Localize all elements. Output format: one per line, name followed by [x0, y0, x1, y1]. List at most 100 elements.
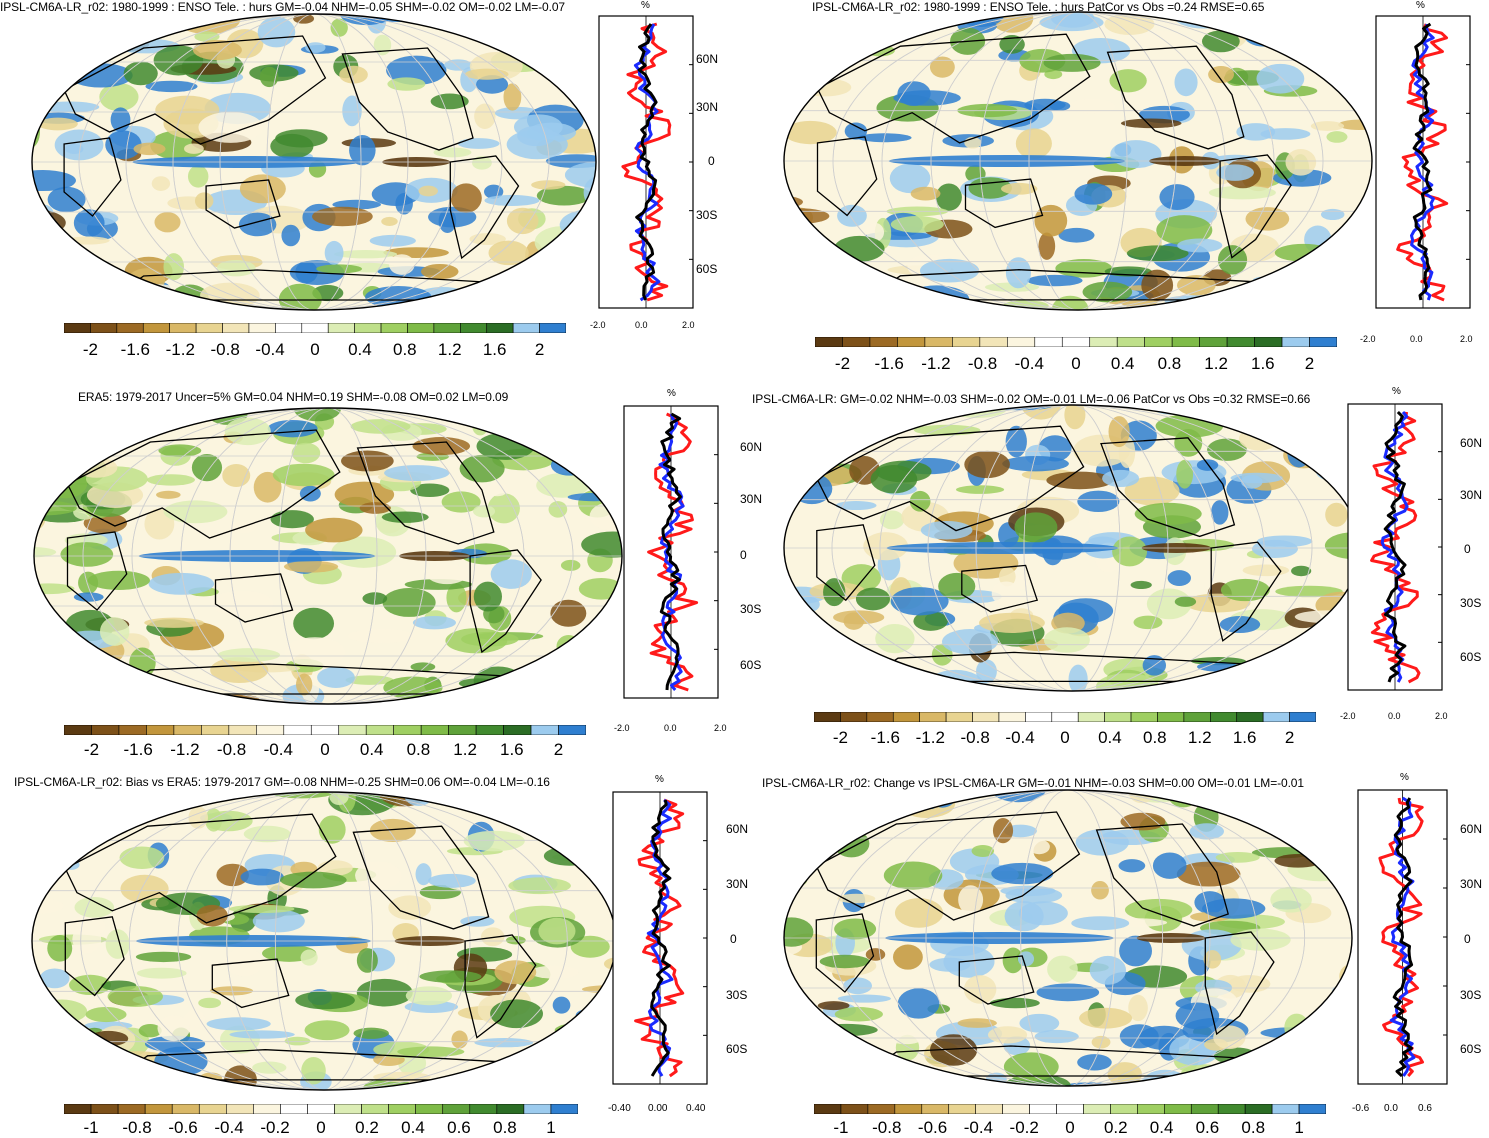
continent-outline [958, 955, 1035, 1005]
colorbar-swatch [469, 1104, 498, 1114]
map-anomaly-patch [1026, 274, 1083, 287]
colorbar-swatch [310, 725, 340, 735]
map-anomaly-patch [426, 563, 468, 585]
map-anomaly-patch [191, 453, 223, 482]
map-anomaly-patch [469, 233, 506, 246]
colorbar-swatch [1061, 337, 1091, 347]
continent-outline [1204, 931, 1275, 1036]
map-anomaly-patch [991, 581, 1021, 606]
map-anomaly-patch [552, 996, 571, 1014]
map-anomaly-patch [418, 185, 438, 197]
colorbar-label: -0.4 [963, 1118, 994, 1137]
profile-line-blue [1389, 796, 1416, 1077]
map-anomaly-patch [44, 289, 82, 304]
colorbar-swatch [248, 323, 276, 333]
map-anomaly-patch [428, 873, 476, 888]
map-anomaly-patch [870, 465, 918, 494]
colorbar-label: -0.8 [122, 1118, 152, 1137]
colorbar-label: 1.2 [437, 340, 462, 359]
map-anomaly-patch [32, 47, 90, 70]
map-anomaly-patch [1156, 215, 1213, 246]
map-anomaly-patch [491, 796, 553, 807]
map-anomaly-patch [564, 161, 596, 189]
zonal-mean-profile [1347, 403, 1443, 691]
colorbar-label: -0.8 [872, 1118, 902, 1137]
world-map [31, 13, 597, 311]
map-anomaly-patch [1077, 1054, 1112, 1071]
colorbar-label: 2 [553, 740, 564, 759]
map-anomaly-patch [1108, 416, 1130, 448]
map-anomaly-patch [1202, 898, 1266, 919]
map-anomaly-patch [1177, 238, 1223, 253]
map-anomaly-patch [383, 676, 443, 699]
map-anomaly-patch [127, 268, 166, 293]
map-anomaly-patch [991, 12, 1034, 33]
colorbar-swatch [842, 337, 871, 347]
map-anomaly-patch [305, 517, 363, 543]
colorbar-swatch [945, 712, 973, 722]
map-anomaly-patch [851, 24, 906, 46]
map-anomaly-patch [1274, 854, 1322, 868]
map-anomaly-patch [32, 809, 64, 825]
map-anomaly-patch [151, 176, 171, 191]
colorbar-label: -0.8 [210, 340, 240, 359]
map-anomaly-patch [1285, 148, 1317, 176]
colorbar-swatch [1051, 712, 1079, 722]
map-anomaly-patch [1242, 564, 1290, 577]
map-anomaly-patch [1119, 935, 1153, 967]
map-anomaly-patch [32, 1050, 70, 1076]
colorbar-swatch [146, 725, 175, 735]
graticule-line [229, 408, 427, 704]
world-map [783, 11, 1373, 311]
map-anomaly-patch [105, 929, 130, 959]
colorbar-swatch [283, 725, 312, 735]
map-anomaly-patch [99, 617, 130, 646]
map-anomaly-patch [955, 485, 1005, 494]
map-anomaly-patch [1277, 662, 1303, 679]
map-anomaly-patch [1245, 790, 1309, 813]
map-anomaly-patch [1068, 664, 1088, 691]
map-anomaly-patch [893, 90, 961, 106]
colorbar-label: 2 [1284, 728, 1295, 747]
map-anomaly-patch [90, 275, 108, 287]
colorbar-label: 0.8 [1157, 354, 1182, 373]
map-anomaly-patch [1058, 227, 1095, 243]
map-anomaly-patch [438, 209, 457, 234]
map-anomaly-patch [472, 505, 496, 518]
colorbar [64, 323, 566, 333]
map-anomaly-patch [74, 897, 115, 918]
profile-line-red [634, 798, 685, 1078]
map-anomaly-patch [349, 134, 376, 166]
map-anomaly-patch [488, 240, 529, 266]
map-anomaly-patch [905, 684, 956, 691]
map-anomaly-patch [1325, 502, 1348, 527]
map-anomaly-patch [920, 520, 973, 540]
colorbar-label: 0.6 [447, 1118, 471, 1137]
map-anomaly-patch [373, 34, 392, 56]
colorbar-swatch [1056, 1104, 1084, 1114]
map-anomaly-patch [412, 437, 471, 456]
graticule-line [125, 14, 503, 310]
map-anomaly-patch [441, 491, 481, 513]
map-anomaly-patch [34, 463, 68, 476]
colorbar-swatch [301, 323, 329, 333]
map-anomaly-patch [463, 830, 525, 852]
map-anomaly-patch [316, 264, 363, 274]
colorbar-swatch [1236, 712, 1264, 722]
graticule-line [266, 14, 362, 310]
colorbar-label: -1.6 [120, 340, 150, 359]
colorbar-swatch [173, 725, 202, 735]
graticule-line [278, 408, 378, 704]
continent-outline [961, 564, 1039, 613]
map-anomaly-patch [794, 405, 813, 413]
map-anomaly-patch [136, 967, 187, 979]
map-anomaly-patch [897, 988, 940, 1019]
map-anomaly-patch [1174, 429, 1203, 457]
colorbar-label: -1.2 [915, 728, 945, 747]
colorbar [814, 1104, 1326, 1114]
map-anomaly-patch [1133, 615, 1163, 630]
map-anomaly-patch [412, 616, 456, 630]
map-anomaly-patch [527, 289, 554, 300]
colorbar-label: -2 [834, 354, 851, 373]
zonal-mean-profile [598, 15, 694, 309]
